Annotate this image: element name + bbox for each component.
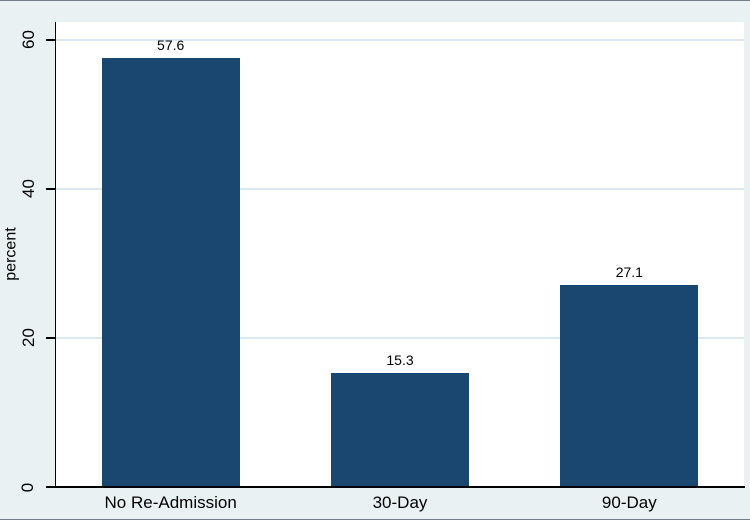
- y-tick-label-box: 60: [6, 18, 50, 62]
- y-axis-line: [55, 22, 57, 488]
- x-category-label: 90-Day: [601, 493, 657, 512]
- y-tick-20: [46, 337, 56, 339]
- y-axis-title: percent: [3, 227, 20, 281]
- x-axis-line: [55, 486, 745, 488]
- x-category-label: No Re-Admission: [104, 493, 237, 512]
- y-axis-title-box: percent: [0, 154, 24, 354]
- bar-no-re-admission: [101, 57, 240, 487]
- y-tick-label: 60: [18, 30, 38, 50]
- gridline-y-20: [56, 336, 744, 339]
- y-tick-40: [46, 188, 56, 190]
- bar-value-label: 57.6: [157, 36, 185, 53]
- y-tick-0: [46, 486, 56, 488]
- y-tick-label: 0: [18, 482, 38, 492]
- y-tick-60: [46, 39, 56, 41]
- gridline-y-40: [56, 187, 744, 190]
- bar-90-day: [560, 285, 699, 487]
- figure-top-edge-line: [0, 0, 750, 1]
- bar-value-label: 27.1: [615, 264, 643, 281]
- bar-30-day: [331, 373, 469, 487]
- bar-value-label: 15.3: [386, 351, 414, 368]
- plot-area: [56, 22, 744, 487]
- gridline-y-60: [56, 38, 744, 41]
- x-category-label: 30-Day: [372, 493, 428, 512]
- y-tick-label-box: 0: [6, 465, 50, 509]
